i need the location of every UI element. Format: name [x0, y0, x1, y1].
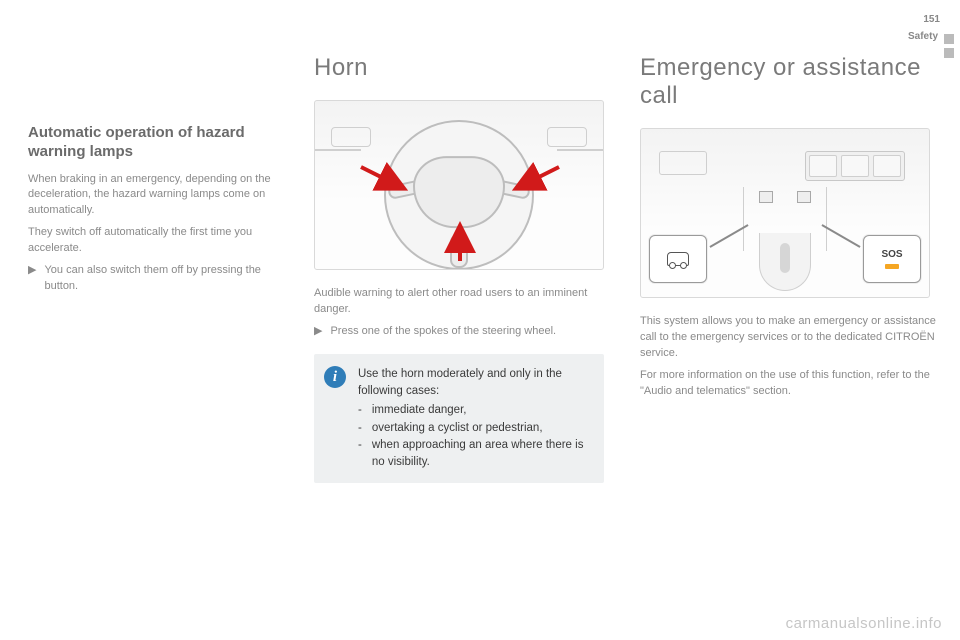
- emergency-caption-2: For more information on the use of this …: [640, 368, 940, 400]
- sos-led-icon: [885, 264, 899, 269]
- tab-marker: [944, 34, 954, 44]
- radio-segment: [809, 155, 837, 177]
- steering-wheel-icon: [374, 110, 544, 270]
- column-horn: Horn: [314, 54, 614, 483]
- column-hazard-lamps: Automatic operation of hazard warning la…: [28, 54, 288, 483]
- dashboard-line: [315, 149, 361, 151]
- info-intro: Use the horn moderately and only in the …: [358, 366, 590, 401]
- watermark: carmanualsonline.info: [786, 615, 942, 632]
- dash-icon: -: [358, 437, 362, 472]
- horn-title: Horn: [314, 54, 614, 82]
- dash-icon: -: [358, 420, 362, 437]
- info-list: -immediate danger, -overtaking a cyclist…: [358, 402, 590, 471]
- console-vent-icon: [659, 151, 707, 175]
- radio-unit-icon: [805, 151, 905, 181]
- gear-shifter-icon: [759, 233, 811, 291]
- info-item: -immediate danger,: [358, 402, 590, 419]
- content-columns: Automatic operation of hazard warning la…: [28, 54, 932, 483]
- car-icon: [667, 252, 689, 266]
- horn-bullet: ▶ Press one of the spokes of the steerin…: [314, 324, 614, 340]
- wheel-hub: [413, 156, 505, 228]
- horn-caption: Audible warning to alert other road user…: [314, 286, 614, 318]
- radio-segment: [841, 155, 869, 177]
- assistance-button-callout: [649, 235, 707, 283]
- bullet-arrow-icon: ▶: [28, 263, 36, 295]
- section-label-wrap: Safety: [908, 26, 938, 44]
- hazard-para-1: When braking in an emergency, depending …: [28, 172, 288, 220]
- wheel-spoke: [450, 234, 468, 268]
- page-number: 151: [923, 14, 940, 25]
- info-item: -overtaking a cyclist or pedestrian,: [358, 420, 590, 437]
- info-icon: i: [324, 366, 346, 388]
- center-console-icon: SOS: [641, 129, 929, 297]
- horn-info-box: i Use the horn moderately and only in th…: [314, 354, 604, 484]
- column-emergency-call: Emergency or assistance call: [640, 54, 940, 483]
- info-item-text: immediate danger,: [372, 402, 467, 419]
- emergency-caption-1: This system allows you to make an emerge…: [640, 314, 940, 362]
- sos-label: SOS: [881, 249, 902, 260]
- section-name: Safety: [908, 31, 938, 42]
- assist-mini-button-icon: [759, 191, 773, 203]
- hazard-bullet: ▶ You can also switch them off by pressi…: [28, 263, 288, 295]
- page-header: 151: [923, 14, 940, 25]
- radio-segment: [873, 155, 901, 177]
- sos-mini-button-icon: [797, 191, 811, 203]
- hazard-para-2: They switch off automatically the first …: [28, 225, 288, 257]
- horn-illustration: [314, 100, 604, 270]
- emergency-illustration: SOS: [640, 128, 930, 298]
- side-tab-markers: [944, 34, 954, 58]
- hazard-heading: Automatic operation of hazard warning la…: [28, 124, 288, 162]
- dashboard-line: [557, 149, 603, 151]
- console-buttons: [759, 191, 811, 203]
- manual-page: 151 Safety Automatic operation of hazard…: [0, 0, 960, 640]
- sos-button-callout: SOS: [863, 235, 921, 283]
- dashboard-vent-icon: [547, 127, 587, 147]
- callout-leader-line: [821, 224, 860, 248]
- info-item: -when approaching an area where there is…: [358, 437, 590, 472]
- dash-icon: -: [358, 402, 362, 419]
- tab-marker: [944, 48, 954, 58]
- hazard-bullet-text: You can also switch them off by pressing…: [44, 263, 288, 295]
- info-item-text: overtaking a cyclist or pedestrian,: [372, 420, 543, 437]
- horn-bullet-text: Press one of the spokes of the steering …: [330, 324, 556, 340]
- emergency-title: Emergency or assistance call: [640, 54, 940, 110]
- dashboard-vent-icon: [331, 127, 371, 147]
- info-item-text: when approaching an area where there is …: [372, 437, 590, 472]
- bullet-arrow-icon: ▶: [314, 324, 322, 340]
